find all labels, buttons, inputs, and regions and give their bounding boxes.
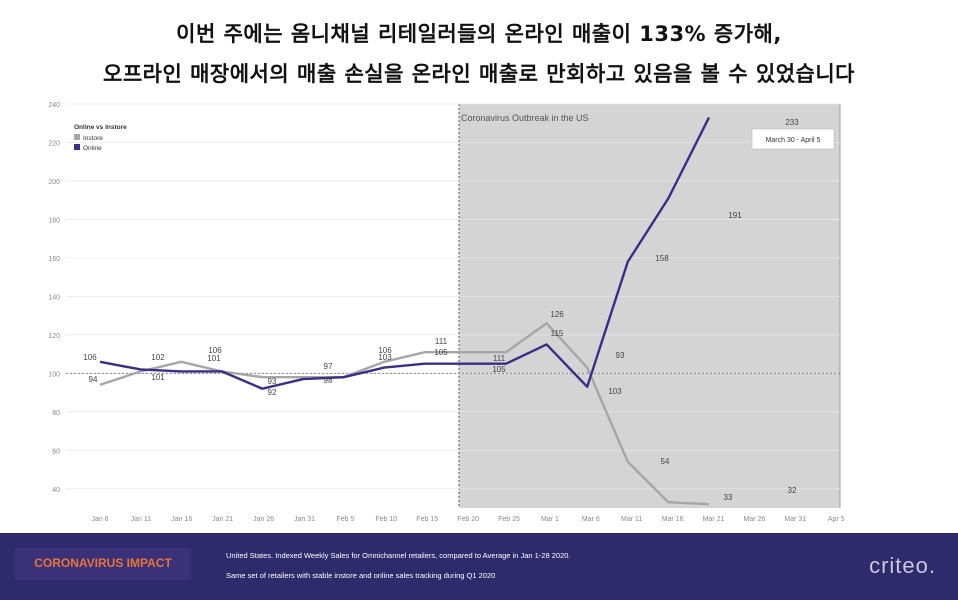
coronavirus-impact-badge: CORONAVIRUS IMPACT	[15, 548, 191, 580]
data-label: 111	[493, 354, 506, 363]
x-tick-label: Feb 5	[336, 516, 354, 523]
x-tick-label: Mar 21	[703, 516, 725, 523]
legend-swatch-instore	[74, 134, 80, 140]
data-label: 158	[655, 254, 669, 263]
x-tick-label: Jan 31	[294, 516, 315, 523]
sales-line-chart: Coronavirus Outbreak in the US 40 60 80 100 1…	[48, 102, 845, 523]
data-label: 105	[492, 365, 506, 374]
data-label: 93	[616, 351, 625, 360]
legend-swatch-online	[74, 144, 80, 150]
data-label: 103	[378, 353, 392, 362]
x-tick-label: Mar 11	[621, 516, 642, 523]
data-label: 101	[151, 373, 165, 382]
data-label: 111	[435, 337, 448, 346]
series-line-online	[99, 116, 711, 390]
y-tick-label: 180	[48, 217, 60, 224]
data-label: 233	[785, 118, 799, 127]
badge-label: CORONAVIRUS IMPACT	[34, 556, 172, 570]
data-label: 126	[550, 310, 564, 319]
x-tick-label: Mar 1	[541, 516, 559, 523]
x-tick-label: Jan 11	[131, 516, 152, 523]
series-line-instore	[99, 322, 710, 506]
y-tick-label: 40	[52, 487, 60, 494]
y-tick-label: 240	[48, 102, 60, 109]
x-tick-label: Jan 21	[212, 516, 233, 523]
y-tick-label: 120	[48, 333, 60, 340]
data-label: 54	[661, 457, 670, 466]
data-label: 32	[788, 486, 797, 495]
y-tick-label: 60	[52, 448, 60, 455]
outbreak-label: Coronavirus Outbreak in the US	[461, 113, 589, 123]
headline-line-1: 이번 주에는 옴니채널 리테일러들의 온라인 매출이 133% 증가해,	[176, 22, 782, 46]
legend-label: Instore	[83, 135, 103, 142]
criteo-logo: criteo.	[869, 553, 936, 578]
data-label: 98	[324, 376, 333, 385]
data-label: 93	[268, 377, 277, 386]
legend-label: Online	[83, 145, 102, 152]
data-label: 106	[208, 346, 222, 355]
footnote-1: United States. Indexed Weekly Sales for …	[226, 551, 571, 560]
data-label: 94	[89, 375, 98, 384]
y-tick-label: 220	[48, 140, 60, 147]
tooltip-box	[751, 128, 835, 150]
y-tick-label: 80	[52, 410, 60, 417]
data-label: 97	[324, 362, 333, 371]
data-label: 33	[724, 493, 733, 502]
data-label: 102	[151, 353, 165, 362]
x-tick-label: Feb 25	[498, 516, 520, 523]
data-label: 105	[434, 348, 448, 357]
x-tick-label: Jan 26	[253, 516, 274, 523]
tooltip-text: March 30 - April 5	[766, 137, 821, 144]
y-tick-label: 160	[48, 256, 60, 263]
x-tick-label: Jan 16	[171, 516, 192, 523]
y-tick-label: 100	[48, 371, 60, 378]
y-tick-label: 140	[48, 294, 60, 301]
x-tick-label: Mar 31	[784, 516, 806, 523]
data-label: 101	[207, 354, 221, 363]
footnote-2: Same set of retailers with stable instor…	[226, 571, 496, 580]
data-label: 106	[83, 353, 97, 362]
footer-bar: CORONAVIRUS IMPACT United States. Indexe…	[0, 533, 958, 600]
data-label: 191	[728, 211, 742, 220]
y-tick-label: 200	[48, 179, 60, 186]
x-tick-label: Feb 20	[457, 516, 479, 523]
x-tick-label: Mar 26	[744, 516, 766, 523]
outbreak-shaded-region	[459, 104, 840, 508]
x-tick-label: Mar 6	[582, 516, 600, 523]
data-label: 115	[551, 329, 564, 338]
x-tick-label: Jan 6	[91, 516, 108, 523]
headline-line-2: 오프라인 매장에서의 매출 손실을 온라인 매출로 만회하고 있음을 볼 수 있…	[103, 62, 855, 86]
x-tick-label: Feb 10	[375, 516, 397, 523]
x-tick-label: Feb 15	[416, 516, 438, 523]
x-tick-label: Apr 5	[828, 516, 845, 523]
data-label: 103	[608, 387, 622, 396]
data-label: 92	[268, 388, 277, 397]
data-label: 106	[378, 346, 392, 355]
x-tick-label: Mar 16	[662, 516, 684, 523]
legend-title: Online vs Instore	[74, 124, 127, 131]
